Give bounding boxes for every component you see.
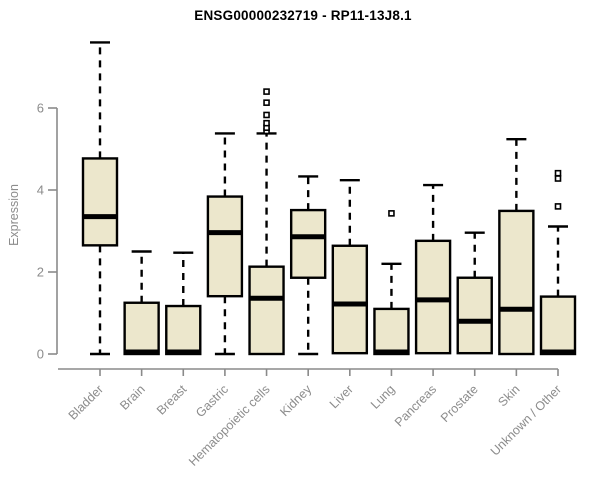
x-tick-label-lung: Lung xyxy=(368,382,398,412)
y-tick-label: 6 xyxy=(37,101,44,116)
box-kidney xyxy=(289,175,327,356)
iqr-box xyxy=(165,304,202,356)
iqr-box xyxy=(248,265,285,356)
iqr-box xyxy=(206,195,244,298)
x-tick-label-prostate: Prostate xyxy=(438,382,481,425)
x-tick-label-brain: Brain xyxy=(117,382,148,413)
y-axis: 0 2 4 6 xyxy=(37,101,58,362)
outlier-point xyxy=(554,169,562,177)
outlier-point xyxy=(263,119,270,127)
x-tick-label-kidney: Kidney xyxy=(277,382,314,419)
box-hematopoietic-cells xyxy=(248,88,285,356)
outlier-point xyxy=(554,175,562,182)
iqr-box xyxy=(373,307,410,356)
x-tick-label-liver: Liver xyxy=(327,382,356,411)
y-tick-label: 4 xyxy=(37,183,44,198)
x-tick-label-breast: Breast xyxy=(154,382,190,418)
box-breast xyxy=(165,251,202,356)
x-tick-label-gastric: Gastric xyxy=(193,382,231,420)
box-gastric xyxy=(206,132,244,356)
box-skin xyxy=(498,137,535,356)
box-lung xyxy=(373,210,410,356)
box-liver xyxy=(331,178,369,355)
iqr-box xyxy=(539,295,577,356)
iqr-box xyxy=(331,244,369,355)
iqr-box xyxy=(498,209,535,356)
iqr-box xyxy=(414,239,452,355)
iqr-box xyxy=(123,301,160,356)
y-tick-label: 0 xyxy=(37,347,44,362)
x-tick-label-bladder: Bladder xyxy=(66,382,106,422)
outlier-point xyxy=(263,111,270,119)
x-tick-label-skin: Skin xyxy=(495,382,522,409)
iqr-box xyxy=(81,157,119,247)
outlier-point xyxy=(263,88,270,95)
outlier-point xyxy=(263,99,270,106)
outlier-point xyxy=(388,210,395,217)
x-tick-label-hematopoietic-cells: Hematopoietic cells xyxy=(186,382,273,469)
box-prostate xyxy=(456,231,493,355)
box-bladder xyxy=(81,41,119,356)
box-pancreas xyxy=(414,183,452,355)
iqr-box xyxy=(289,208,327,279)
chart-title: ENSG00000232719 - RP11-13J8.1 xyxy=(194,8,412,23)
outlier-point xyxy=(554,203,562,210)
x-tick-label-pancreas: Pancreas xyxy=(392,382,439,429)
x-tick-label-unknown-other: Unknown / Other xyxy=(488,382,564,458)
y-tick-label: 2 xyxy=(37,265,44,280)
box-unknown-other xyxy=(539,169,577,356)
box-brain xyxy=(123,250,160,356)
iqr-box xyxy=(456,276,493,355)
